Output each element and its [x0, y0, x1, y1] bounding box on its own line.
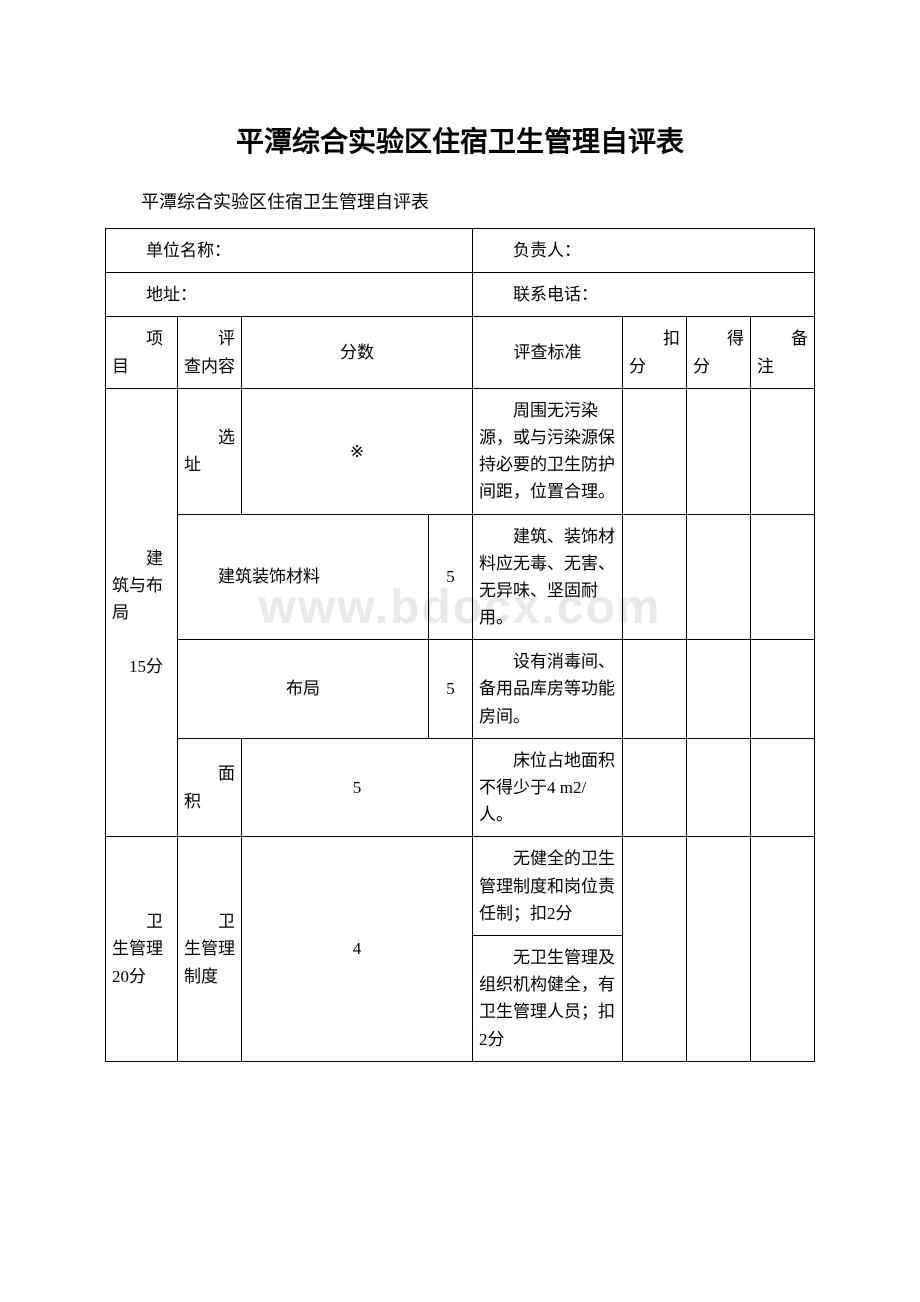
person-cell: 负责人： — [473, 229, 815, 273]
score-cell: 5 — [429, 514, 473, 640]
content-cell: 面积 — [178, 738, 242, 837]
col-deduct: 扣分 — [623, 317, 687, 388]
standard-cell: 床位占地面积不得少于4 m2/人。 — [473, 738, 623, 837]
gain-cell — [687, 738, 751, 837]
standard-cell: 设有消毒间、备用品库房等功能房间。 — [473, 640, 623, 739]
col-score: 分数 — [242, 317, 473, 388]
header-row-2: 地址： 联系电话： — [106, 273, 815, 317]
score-cell: ※ — [242, 388, 473, 514]
deduct-cell — [623, 514, 687, 640]
category-cell: 卫生管理20分 — [106, 837, 178, 1061]
subtitle: 平潭综合实验区住宿卫生管理自评表 — [105, 188, 815, 214]
column-header-row: 项目 评查内容 分数 评查标准 扣分 得分 备注 — [106, 317, 815, 388]
content-cell: 卫生管理制度 — [178, 837, 242, 1061]
standard-cell: 建筑、装饰材料应无毒、无害、无异味、坚固耐用。 — [473, 514, 623, 640]
remark-cell — [751, 837, 815, 1061]
table-row: 卫生管理20分 卫生管理制度 4 无健全的卫生管理制度和岗位责任制；扣2分 — [106, 837, 815, 936]
deduct-cell — [623, 640, 687, 739]
standard-cell: 周围无污染源，或与污染源保持必要的卫生防护间距，位置合理。 — [473, 388, 623, 514]
gain-cell — [687, 837, 751, 1061]
deduct-cell — [623, 388, 687, 514]
col-standard: 评查标准 — [473, 317, 623, 388]
score-cell: 5 — [429, 640, 473, 739]
remark-cell — [751, 640, 815, 739]
remark-cell — [751, 388, 815, 514]
gain-cell — [687, 640, 751, 739]
remark-cell — [751, 738, 815, 837]
col-content: 评查内容 — [178, 317, 242, 388]
content-cell: 建筑装饰材料 — [178, 514, 429, 640]
content-cell: 选址 — [178, 388, 242, 514]
col-remark: 备注 — [751, 317, 815, 388]
col-gain: 得分 — [687, 317, 751, 388]
table-row: 面积 5 床位占地面积不得少于4 m2/人。 — [106, 738, 815, 837]
score-cell: 5 — [242, 738, 473, 837]
score-cell: 4 — [242, 837, 473, 1061]
remark-cell — [751, 514, 815, 640]
gain-cell — [687, 388, 751, 514]
table-row: 布局 5 设有消毒间、备用品库房等功能房间。 — [106, 640, 815, 739]
category-cell: 建筑与布局 15分 — [106, 388, 178, 837]
table-row: 建筑装饰材料 5 建筑、装饰材料应无毒、无害、无异味、坚固耐用。 — [106, 514, 815, 640]
evaluation-table: 单位名称： 负责人： 地址： 联系电话： 项目 评查内容 分数 评查标准 扣分 … — [105, 228, 815, 1062]
content-cell: 布局 — [178, 640, 429, 739]
standard-cell: 无卫生管理及组织机构健全，有卫生管理人员；扣2分 — [473, 935, 623, 1061]
gain-cell — [687, 514, 751, 640]
col-item: 项目 — [106, 317, 178, 388]
table-row: 建筑与布局 15分 选址 ※ 周围无污染源，或与污染源保持必要的卫生防护间距，位… — [106, 388, 815, 514]
standard-cell: 无健全的卫生管理制度和岗位责任制；扣2分 — [473, 837, 623, 936]
deduct-cell — [623, 738, 687, 837]
address-cell: 地址： — [106, 273, 473, 317]
deduct-cell — [623, 837, 687, 1061]
header-row-1: 单位名称： 负责人： — [106, 229, 815, 273]
page-title: 平潭综合实验区住宿卫生管理自评表 — [105, 120, 815, 160]
phone-cell: 联系电话： — [473, 273, 815, 317]
unit-name-cell: 单位名称： — [106, 229, 473, 273]
document-content: 平潭综合实验区住宿卫生管理自评表 平潭综合实验区住宿卫生管理自评表 单位名称： … — [105, 120, 815, 1062]
